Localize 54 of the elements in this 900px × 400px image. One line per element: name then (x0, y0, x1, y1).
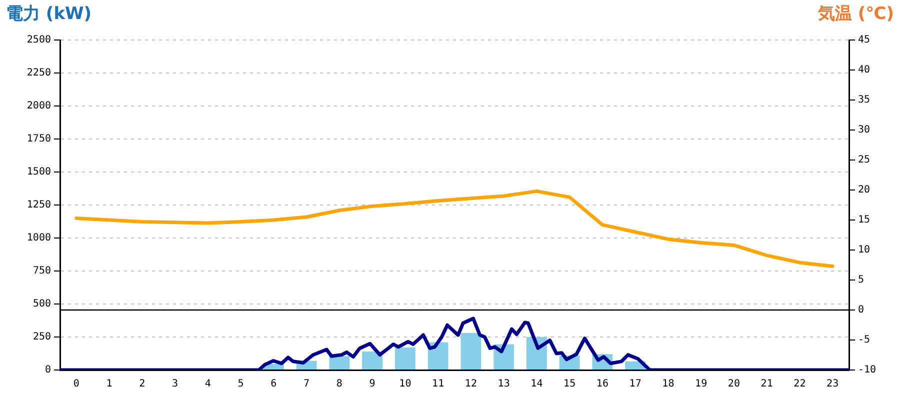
y-tick-label: 2250 (26, 68, 51, 79)
x-tick-label: 19 (695, 378, 708, 390)
bar (394, 348, 416, 370)
x-tick-label: 10 (399, 378, 412, 390)
x-tick-label: 5 (238, 378, 244, 390)
x-tick-label: 12 (464, 378, 477, 390)
x-tick-label: 15 (564, 378, 576, 390)
x-tick-label: 4 (204, 378, 211, 390)
x-tick-label: 9 (369, 378, 376, 390)
y-tick-label: 2500 (26, 34, 51, 46)
y-tick-label: 1500 (26, 166, 51, 178)
y2-tick-label: 10 (858, 244, 870, 256)
y-tick-label: 0 (44, 364, 51, 376)
y2-tick-label: 0 (858, 304, 864, 316)
y2-tick-label: 20 (858, 184, 870, 196)
y-tick-label: 500 (32, 298, 51, 310)
y-tick-label: 1750 (26, 134, 51, 145)
x-tick-label: 3 (172, 378, 178, 390)
x-tick-label: 1 (106, 378, 112, 390)
y-tick-label: 250 (32, 332, 51, 343)
bar (460, 333, 482, 370)
x-tick-label: 17 (629, 378, 642, 390)
x-tick-label: 0 (73, 378, 80, 390)
y-axis-title: 電力 (kW) (6, 4, 92, 24)
x-tick-label: 13 (498, 378, 510, 390)
y2-tick-label: 5 (858, 274, 864, 286)
x-tick-label: 7 (304, 378, 310, 390)
x-tick-label: 20 (728, 378, 740, 390)
y-tick-label: 1000 (26, 232, 51, 244)
y2-tick-label: 35 (858, 94, 870, 106)
y2-axis-title: 気温 (℃) (818, 4, 894, 24)
x-tick-label: 16 (596, 378, 608, 390)
y2-tick-label: 40 (858, 64, 870, 76)
x-tick-label: 22 (794, 378, 806, 390)
y2-tick-label: 30 (858, 124, 870, 136)
y2-tick-label: 15 (858, 214, 870, 226)
y2-tick-label: -10 (858, 364, 876, 376)
x-tick-label: 6 (270, 378, 277, 390)
x-tick-label: 14 (530, 378, 543, 390)
y2-tick-label: -5 (858, 334, 870, 346)
x-tick-label: 8 (336, 378, 342, 390)
y-tick-label: 2000 (26, 100, 51, 112)
y-tick-label: 1250 (26, 200, 51, 211)
y-tick-label: 750 (32, 266, 51, 277)
y2-tick-label: 25 (858, 154, 870, 166)
x-tick-label: 2 (139, 378, 146, 390)
x-tick-label: 23 (826, 378, 839, 390)
bar (329, 356, 350, 370)
x-tick-label: 21 (760, 378, 773, 390)
y2-tick-label: 45 (858, 34, 870, 46)
bar (362, 352, 383, 370)
x-tick-label: 11 (432, 378, 444, 390)
bar (428, 342, 448, 370)
x-tick-label: 18 (662, 378, 674, 390)
